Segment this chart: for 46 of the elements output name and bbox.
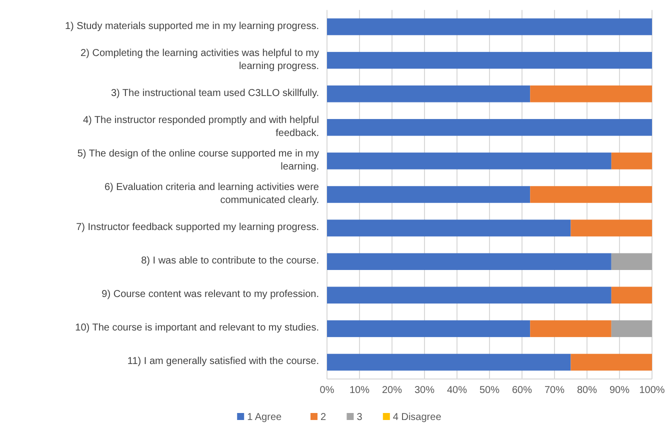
y-tick-label: 4) The instructor responded promptly and with helpful feedback. [82,114,319,139]
x-tick-label: 10% [349,385,370,396]
bar [327,286,612,304]
bar [611,253,652,270]
x-tick-label: 50% [479,385,500,396]
x-tick-label: 80% [576,385,598,396]
bar [530,85,652,102]
bar [327,220,571,236]
legend-label: 4 Disagree [392,412,442,423]
y-tick-label: 1) Study materials supported me in my learning progress. [64,20,319,32]
y-tick-label: 10) The course is important and relevant to my studies. [75,322,319,334]
legend-label: 2 [320,412,326,423]
x-tick-label: 90% [609,385,630,396]
x-tick-label: 0% [320,385,334,396]
bar [530,320,612,338]
bar [327,52,652,69]
x-tick-label: 100% [639,385,665,396]
bar [327,186,530,203]
x-tick-label: 30% [414,385,435,396]
y-tick-label: 3) The instructional team used C3LLO skillfully. [110,88,319,99]
bar [327,119,652,136]
bar [327,253,612,270]
x-tick-label: 40% [446,385,468,396]
y-tick-label: 9) Course content was relevant to my profession. [102,289,319,300]
y-tick-label: 11) I am generally satisfied with the course. [127,356,319,368]
x-tick-label: 60% [512,385,532,396]
bar [611,286,652,304]
bar [570,354,652,371]
bar [611,152,652,170]
y-tick-label: 8) I was able to contribute to the course. [141,256,319,267]
bar [327,18,652,36]
x-tick-label: 20% [382,385,402,396]
y-tick-label: 2) Completing the learning activities was helpful to my learning progress. [80,48,319,72]
bar [327,320,530,338]
legend-label: 1 Agree [247,412,282,423]
bar [611,320,652,338]
bar [327,85,530,102]
legend-label: 3 [356,412,363,423]
y-tick-label: 6) Evaluation criteria and learning activities were communicated clearly. [104,182,320,206]
bar [327,354,571,371]
y-tick-label: 7) Instructor feedback supported my learning progress. [76,222,319,234]
bar [327,152,612,170]
y-tick-label: 5) The design of the online course supported me in my learning. [77,148,319,172]
bar [570,220,652,236]
x-tick-label: 70% [544,385,565,396]
bar [530,186,652,203]
